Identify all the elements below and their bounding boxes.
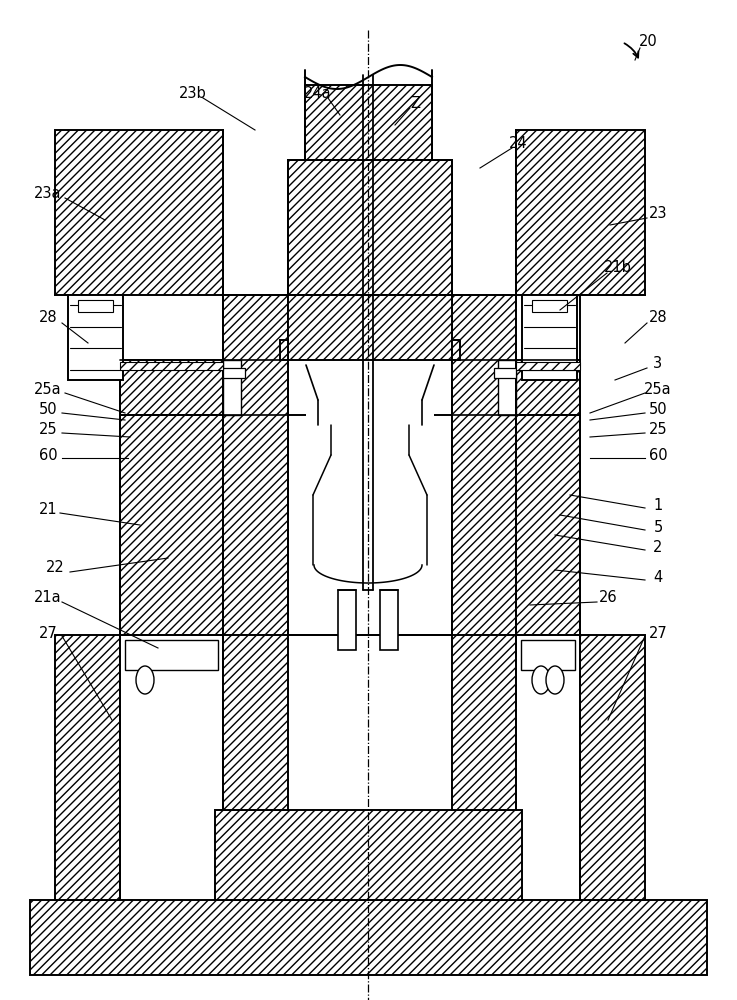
- Text: 23: 23: [649, 206, 667, 221]
- Bar: [452, 295, 516, 810]
- Bar: [288, 160, 452, 295]
- Bar: [120, 360, 223, 415]
- Bar: [55, 130, 580, 295]
- Bar: [55, 130, 223, 295]
- Text: 27: 27: [649, 626, 668, 641]
- Text: 26: 26: [598, 590, 618, 605]
- Bar: [516, 360, 580, 415]
- Bar: [280, 340, 288, 360]
- Text: Z: Z: [410, 96, 420, 110]
- Bar: [522, 295, 577, 380]
- Bar: [120, 362, 223, 370]
- Text: 20: 20: [639, 34, 657, 49]
- Text: 25a: 25a: [34, 382, 62, 397]
- Text: 21b: 21b: [604, 260, 632, 275]
- Bar: [223, 295, 288, 810]
- Bar: [580, 635, 645, 900]
- Bar: [516, 130, 645, 295]
- Bar: [288, 295, 452, 360]
- Bar: [288, 415, 452, 635]
- Bar: [516, 415, 580, 635]
- Bar: [223, 368, 245, 378]
- Text: 3: 3: [654, 356, 663, 370]
- Bar: [120, 415, 223, 635]
- Bar: [494, 368, 516, 378]
- Bar: [305, 85, 432, 160]
- Text: 60: 60: [38, 448, 57, 462]
- Text: 4: 4: [654, 570, 663, 585]
- Text: 2: 2: [653, 540, 663, 556]
- Text: 25: 25: [649, 422, 667, 438]
- Bar: [498, 360, 516, 415]
- Bar: [516, 362, 580, 370]
- Text: 22: 22: [46, 560, 64, 576]
- Text: 28: 28: [649, 310, 667, 326]
- Text: 60: 60: [649, 448, 667, 462]
- Text: 23b: 23b: [179, 86, 207, 101]
- Bar: [306, 365, 434, 590]
- Ellipse shape: [532, 666, 550, 694]
- Text: 21: 21: [38, 502, 57, 518]
- Bar: [338, 590, 356, 650]
- Text: 24: 24: [509, 135, 527, 150]
- Bar: [532, 300, 567, 312]
- Bar: [223, 360, 241, 415]
- Bar: [380, 590, 398, 650]
- Bar: [125, 640, 218, 670]
- Text: 1: 1: [654, 497, 663, 512]
- Ellipse shape: [546, 666, 564, 694]
- Ellipse shape: [136, 666, 154, 694]
- Text: 23a: 23a: [34, 186, 62, 200]
- Text: 21a: 21a: [34, 590, 62, 605]
- Text: 24a: 24a: [304, 86, 332, 101]
- Text: 50: 50: [649, 402, 667, 418]
- Bar: [215, 810, 522, 900]
- Bar: [521, 640, 575, 670]
- Text: 25a: 25a: [644, 382, 672, 397]
- Text: 28: 28: [38, 310, 57, 326]
- Bar: [68, 295, 123, 380]
- Bar: [452, 340, 460, 360]
- Text: 27: 27: [38, 626, 57, 641]
- Text: 50: 50: [38, 402, 57, 418]
- Bar: [78, 300, 113, 312]
- Text: 25: 25: [38, 422, 57, 438]
- Text: 5: 5: [654, 520, 663, 536]
- Bar: [30, 900, 707, 975]
- Bar: [55, 635, 120, 900]
